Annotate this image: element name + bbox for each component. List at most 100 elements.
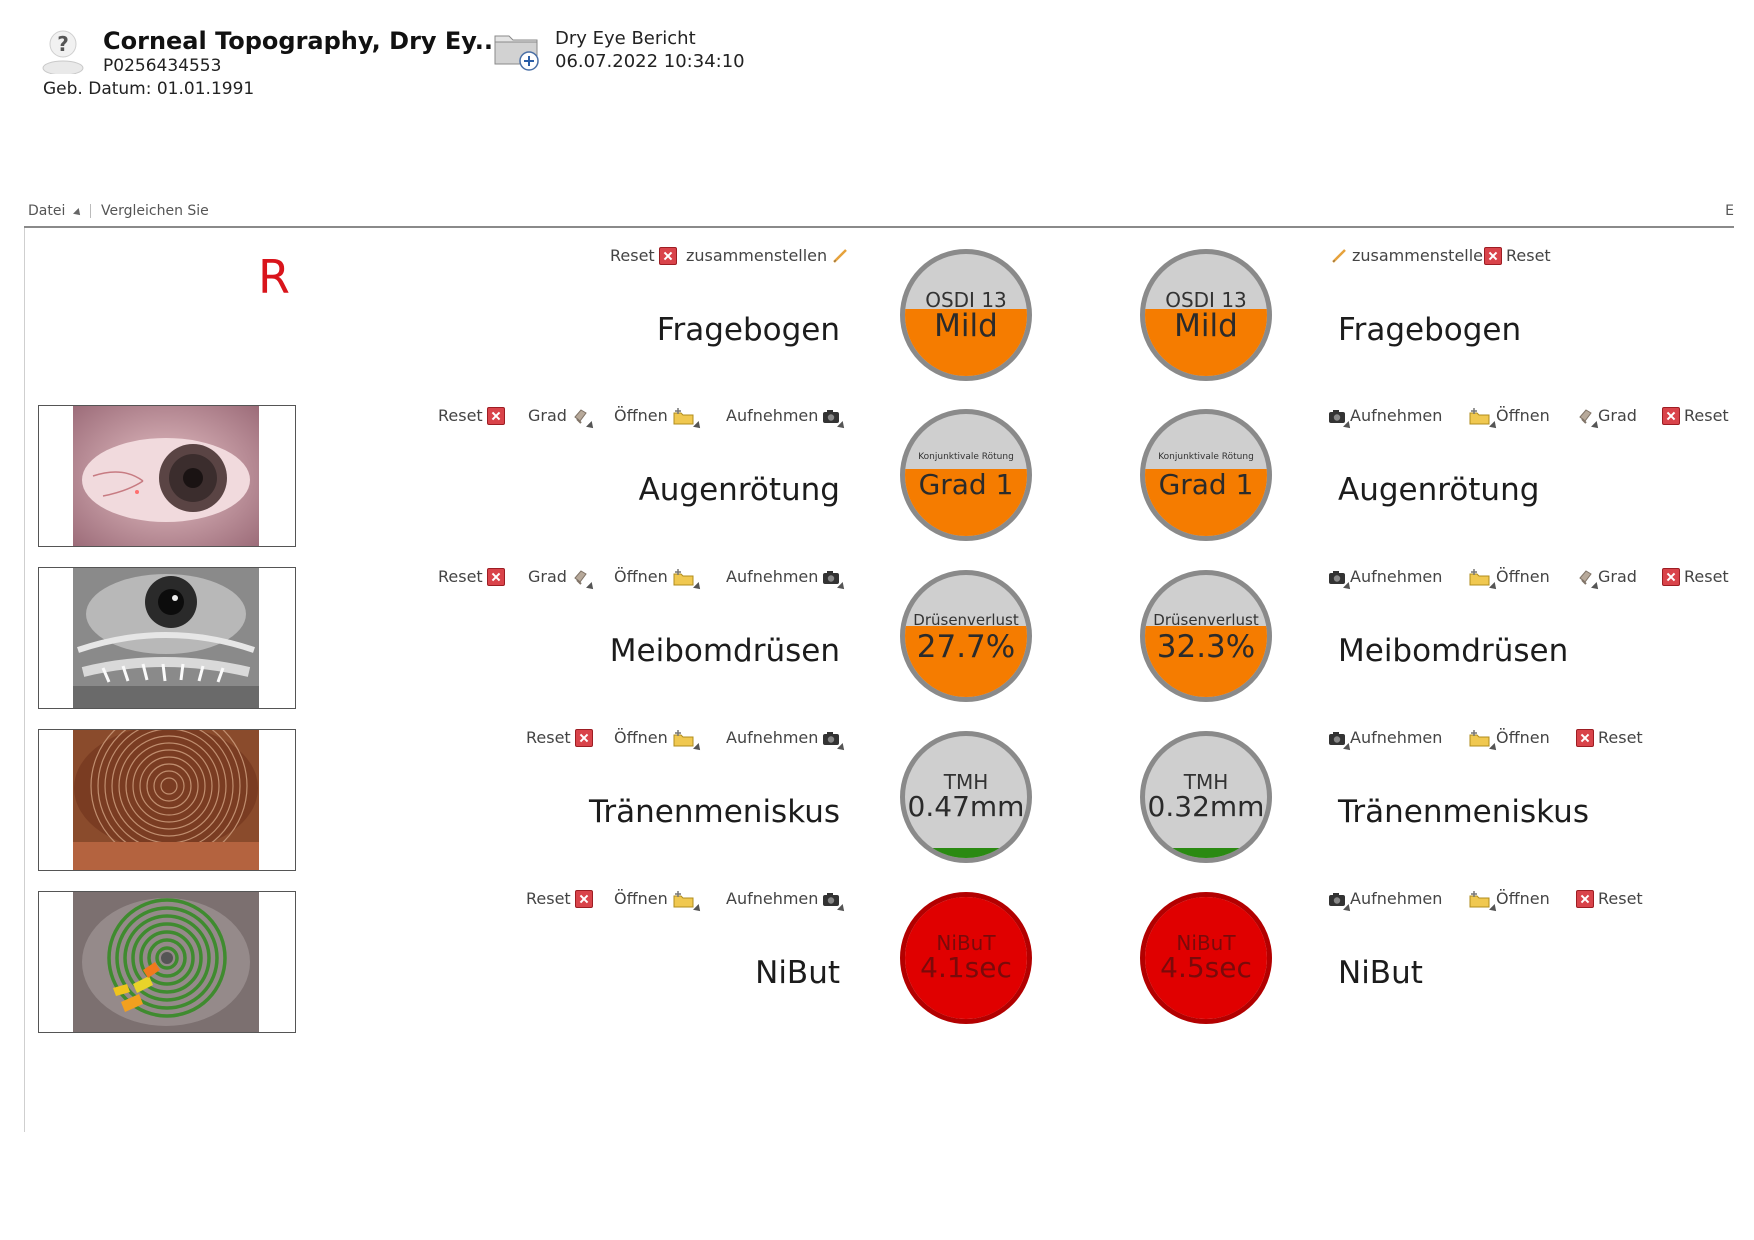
patient-birth-date: Geb. Datum: 01.01.1991 [43,79,255,99]
action-label: Aufnehmen [726,406,819,425]
redness-thumbnail[interactable] [38,405,296,547]
meibography-thumbnail[interactable] [38,567,296,709]
pencil-icon [1330,247,1348,265]
right-nibut-oeffnen-button[interactable]: Öffnen [1464,889,1550,914]
add-folder-icon[interactable] [492,28,542,72]
nibut-thumbnail[interactable] [38,891,296,1033]
action-label: Grad [1598,567,1637,586]
left-meibomian-oeffnen-button[interactable]: Öffnen [614,567,703,592]
menu-file[interactable]: Datei [28,203,66,219]
report-title: Dry Eye Bericht [555,28,696,49]
right-questionnaire-zusammenstellen-button[interactable]: zusammenstellen [1326,246,1493,265]
left-tear_meniscus-oeffnen-button[interactable]: Öffnen [614,728,703,753]
gauge-label: OSDI 13 [1165,288,1247,312]
open-folder-icon [672,407,703,431]
right-redness-aufnehmen-button[interactable]: Aufnehmen [1324,406,1443,431]
action-label: Aufnehmen [726,567,819,586]
report-datetime: 06.07.2022 10:34:10 [555,51,745,72]
action-label: Reset [438,406,483,425]
pencil-icon [831,247,849,265]
action-label: Öffnen [614,728,668,747]
left-questionnaire-label: Fragebogen [656,312,840,348]
menu-file-dropdown-icon[interactable] [73,208,83,218]
content-left-border [24,228,25,1132]
action-label: Aufnehmen [1350,889,1443,908]
right-questionnaire-reset-button[interactable]: Reset [1480,246,1551,265]
action-label: Öffnen [1496,406,1550,425]
menu-export[interactable]: E [1725,203,1734,219]
action-label: Aufnehmen [1350,406,1443,425]
right-meibomian-label: Meibomdrüsen [1338,633,1569,669]
right-tear_meniscus-aufnehmen-button[interactable]: Aufnehmen [1324,728,1443,753]
svg-text:?: ? [57,32,69,56]
left-questionnaire-reset-button[interactable]: Reset [610,246,681,265]
right-meibomian-oeffnen-button[interactable]: Öffnen [1464,567,1550,592]
grade-tag-icon [1576,407,1601,431]
action-label: Öffnen [614,406,668,425]
camera-icon [1328,568,1353,592]
action-label: Reset [526,728,571,747]
right-meibomian-reset-button[interactable]: Reset [1658,567,1729,586]
action-label: Öffnen [614,567,668,586]
left-tear_meniscus-aufnehmen-button[interactable]: Aufnehmen [726,728,848,753]
camera-icon [1328,890,1353,914]
action-label: Öffnen [1496,728,1550,747]
right-tear_meniscus-label: Tränenmeniskus [1338,794,1589,830]
gauge-level-fill [905,468,1027,536]
right-tear_meniscus-gauge: TMH 0.32mm [1140,731,1272,863]
right-redness-reset-button[interactable]: Reset [1658,406,1729,425]
action-label: Reset [1598,889,1643,908]
menu-compare[interactable]: Vergleichen Sie [101,203,209,219]
left-redness-oeffnen-button[interactable]: Öffnen [614,406,703,431]
gauge-value: Grad 1 [1158,468,1254,501]
action-label: Aufnehmen [726,728,819,747]
right-meibomian-gauge: Drüsenverlust 32.3% [1140,570,1272,702]
right-meibomian-grad-button[interactable]: Grad [1572,567,1637,592]
left-meibomian-reset-button[interactable]: Reset [438,567,509,586]
right-questionnaire-label: Fragebogen [1338,312,1522,348]
right-nibut-reset-button[interactable]: Reset [1572,889,1643,908]
action-label: Aufnehmen [1350,567,1443,586]
action-label: Aufnehmen [1350,728,1443,747]
right-nibut-label: NiBut [1338,955,1423,991]
left-tear_meniscus-gauge: TMH 0.47mm [900,731,1032,863]
action-label: Öffnen [1496,889,1550,908]
right-tear_meniscus-reset-button[interactable]: Reset [1572,728,1643,747]
gauge-label: OSDI 13 [925,288,1007,312]
left-meibomian-aufnehmen-button[interactable]: Aufnehmen [726,567,848,592]
action-label: Reset [610,246,655,265]
left-tear_meniscus-label: Tränenmeniskus [589,794,840,830]
left-meibomian-grad-button[interactable]: Grad [528,567,596,592]
open-folder-icon [672,568,703,592]
left-redness-aufnehmen-button[interactable]: Aufnehmen [726,406,848,431]
open-folder-icon [672,729,703,753]
right-redness-grad-button[interactable]: Grad [1572,406,1637,431]
right-nibut-aufnehmen-button[interactable]: Aufnehmen [1324,889,1443,914]
camera-icon [1328,729,1353,753]
left-tear_meniscus-reset-button[interactable]: Reset [526,728,597,747]
eye-side-marker: R [258,250,290,304]
open-folder-icon [672,890,703,914]
grade-tag-icon [571,407,596,431]
action-label: zusammenstellen [686,246,828,265]
camera-icon [1328,407,1353,431]
left-redness-reset-button[interactable]: Reset [438,406,509,425]
action-label: Reset [1684,567,1729,586]
left-nibut-oeffnen-button[interactable]: Öffnen [614,889,703,914]
gauge-label: Konjunktivale Rötung [1158,452,1254,462]
gauge-level-fill [1145,848,1267,858]
right-tear_meniscus-oeffnen-button[interactable]: Öffnen [1464,728,1550,753]
gauge-level-fill [905,308,1027,376]
gauge-label: Konjunktivale Rötung [918,452,1014,462]
gauge-value: 32.3% [1156,629,1256,665]
tear-meniscus-thumbnail[interactable] [38,729,296,871]
right-redness-oeffnen-button[interactable]: Öffnen [1464,406,1550,431]
camera-icon [822,407,848,431]
right-meibomian-aufnehmen-button[interactable]: Aufnehmen [1324,567,1443,592]
left-questionnaire-zusammenstellen-button[interactable]: zusammenstellen [686,246,853,265]
left-redness-grad-button[interactable]: Grad [528,406,596,431]
left-nibut-reset-button[interactable]: Reset [526,889,597,908]
camera-icon [822,568,848,592]
left-nibut-aufnehmen-button[interactable]: Aufnehmen [726,889,848,914]
gauge-value: 0.47mm [907,790,1025,823]
